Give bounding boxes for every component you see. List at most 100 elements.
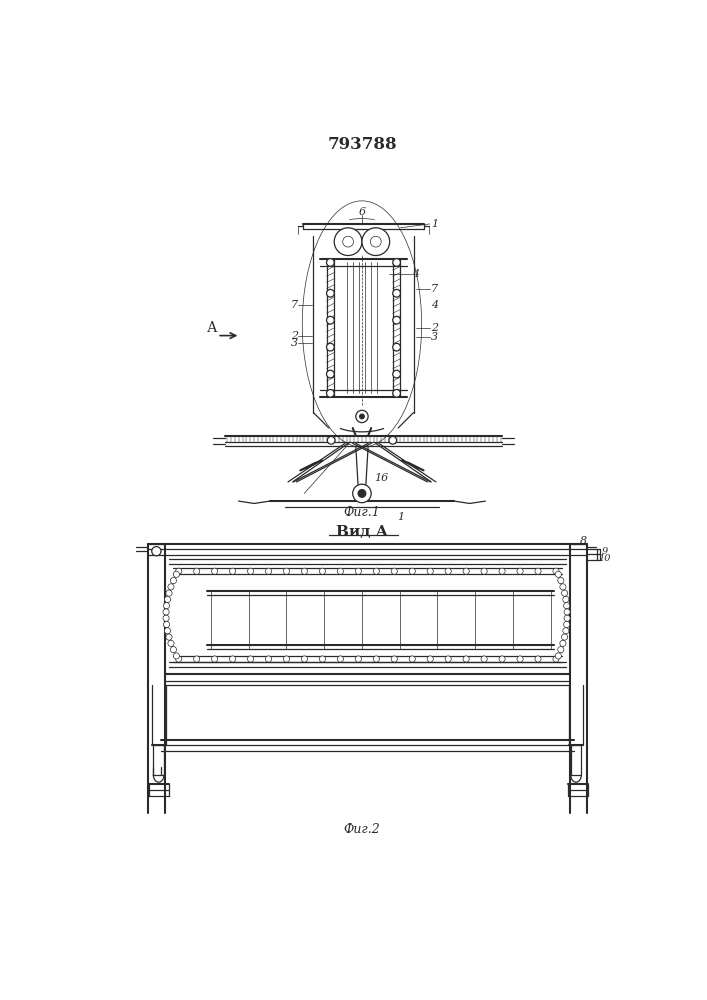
Circle shape bbox=[194, 656, 200, 662]
Circle shape bbox=[301, 568, 308, 574]
Circle shape bbox=[373, 568, 380, 574]
Text: А: А bbox=[206, 321, 217, 335]
Circle shape bbox=[499, 656, 506, 662]
Circle shape bbox=[327, 436, 335, 444]
Circle shape bbox=[284, 656, 290, 662]
Text: 8: 8 bbox=[579, 536, 587, 546]
Circle shape bbox=[558, 647, 564, 653]
Circle shape bbox=[517, 656, 523, 662]
Circle shape bbox=[165, 628, 170, 634]
Text: 3: 3 bbox=[291, 338, 298, 348]
Circle shape bbox=[563, 596, 569, 602]
Circle shape bbox=[445, 656, 451, 662]
Circle shape bbox=[327, 259, 334, 266]
Text: 2: 2 bbox=[431, 323, 438, 333]
Circle shape bbox=[265, 568, 271, 574]
Circle shape bbox=[517, 568, 523, 574]
Circle shape bbox=[247, 568, 254, 574]
Text: 793788: 793788 bbox=[327, 136, 397, 153]
Circle shape bbox=[409, 568, 415, 574]
Circle shape bbox=[393, 343, 400, 351]
Circle shape bbox=[230, 568, 235, 574]
Circle shape bbox=[327, 289, 334, 297]
Circle shape bbox=[168, 640, 174, 646]
Circle shape bbox=[247, 656, 254, 662]
Circle shape bbox=[353, 484, 371, 503]
Circle shape bbox=[327, 343, 334, 351]
Circle shape bbox=[166, 590, 172, 596]
Circle shape bbox=[393, 289, 400, 297]
Circle shape bbox=[393, 259, 400, 266]
Text: 7: 7 bbox=[431, 284, 438, 294]
Text: Фиг.1: Фиг.1 bbox=[344, 506, 380, 519]
Circle shape bbox=[481, 656, 487, 662]
Text: 7: 7 bbox=[291, 300, 298, 310]
Bar bbox=[571, 745, 581, 774]
Text: 10: 10 bbox=[598, 554, 611, 563]
Text: Вид А: Вид А bbox=[336, 525, 388, 539]
Circle shape bbox=[163, 603, 170, 609]
Circle shape bbox=[427, 656, 433, 662]
Circle shape bbox=[555, 571, 561, 577]
Circle shape bbox=[393, 316, 400, 324]
Circle shape bbox=[564, 615, 570, 621]
Circle shape bbox=[563, 628, 569, 634]
Circle shape bbox=[211, 656, 218, 662]
Circle shape bbox=[553, 568, 559, 574]
Circle shape bbox=[362, 228, 390, 256]
Text: 9: 9 bbox=[602, 547, 607, 556]
Circle shape bbox=[170, 647, 177, 653]
Circle shape bbox=[211, 568, 218, 574]
Text: 1: 1 bbox=[397, 512, 404, 522]
Circle shape bbox=[327, 389, 334, 397]
Circle shape bbox=[327, 316, 334, 324]
Circle shape bbox=[356, 410, 368, 423]
Text: 3: 3 bbox=[431, 332, 438, 342]
Circle shape bbox=[391, 656, 397, 662]
Circle shape bbox=[152, 547, 161, 556]
Circle shape bbox=[535, 656, 541, 662]
Text: 4: 4 bbox=[412, 269, 419, 279]
Circle shape bbox=[337, 656, 344, 662]
Circle shape bbox=[327, 370, 334, 378]
Circle shape bbox=[194, 568, 200, 574]
Circle shape bbox=[558, 577, 564, 584]
Circle shape bbox=[173, 571, 180, 577]
Circle shape bbox=[561, 634, 568, 640]
Circle shape bbox=[563, 621, 570, 628]
Text: Фиг.2: Фиг.2 bbox=[344, 823, 380, 836]
Circle shape bbox=[561, 590, 568, 596]
Circle shape bbox=[463, 568, 469, 574]
Circle shape bbox=[391, 568, 397, 574]
Circle shape bbox=[284, 568, 290, 574]
Circle shape bbox=[393, 370, 400, 378]
Text: 16: 16 bbox=[374, 473, 388, 483]
Bar bbox=[153, 745, 164, 774]
Circle shape bbox=[445, 568, 451, 574]
Text: 6: 6 bbox=[358, 207, 366, 217]
Circle shape bbox=[389, 436, 397, 444]
Circle shape bbox=[163, 621, 170, 628]
Circle shape bbox=[168, 584, 174, 590]
Circle shape bbox=[320, 568, 325, 574]
Circle shape bbox=[563, 603, 570, 609]
Circle shape bbox=[481, 568, 487, 574]
Text: 4: 4 bbox=[431, 300, 438, 310]
Circle shape bbox=[560, 640, 566, 646]
Circle shape bbox=[356, 656, 361, 662]
Circle shape bbox=[358, 490, 366, 497]
Circle shape bbox=[373, 656, 380, 662]
Circle shape bbox=[320, 656, 325, 662]
Text: 2: 2 bbox=[291, 331, 298, 341]
Circle shape bbox=[555, 653, 561, 659]
Circle shape bbox=[553, 656, 559, 662]
Circle shape bbox=[564, 609, 570, 615]
Circle shape bbox=[173, 653, 180, 659]
Circle shape bbox=[334, 228, 362, 256]
Circle shape bbox=[360, 414, 364, 419]
Circle shape bbox=[265, 656, 271, 662]
Circle shape bbox=[409, 656, 415, 662]
Circle shape bbox=[163, 615, 169, 621]
Circle shape bbox=[166, 634, 172, 640]
Circle shape bbox=[356, 568, 361, 574]
